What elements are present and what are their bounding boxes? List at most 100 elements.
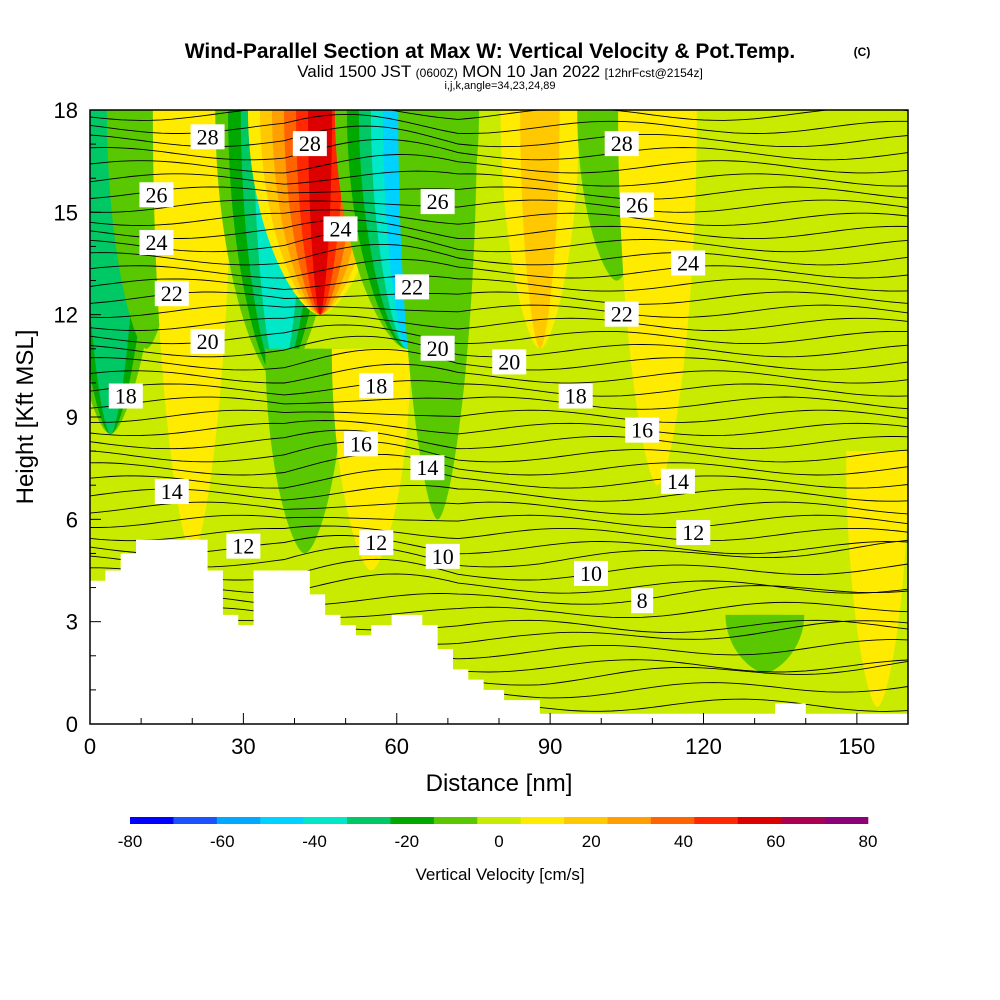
contour-label-box	[410, 455, 445, 481]
contour-label-text: 22	[401, 274, 423, 299]
contour-label: 24	[139, 230, 174, 256]
velocity-cell	[331, 348, 411, 571]
contour-label-text: 20	[427, 336, 449, 361]
isentrope-line	[90, 113, 908, 134]
contour-label-text: 26	[145, 182, 167, 207]
contour-label: 20	[492, 349, 527, 375]
contour-label: 12	[676, 519, 711, 545]
contour-label-text: 18	[565, 384, 587, 409]
colorbar-swatch	[824, 817, 869, 824]
y-axis-label: Height [Kft MSL]	[12, 330, 39, 505]
velocity-band	[308, 110, 333, 315]
chart-title: Wind-Parallel Section at Max W: Vertical…	[185, 40, 796, 63]
colorbar: -80 -60 -40 -20 0 20 40 60 80	[118, 817, 878, 851]
isentrope-line	[90, 230, 908, 253]
contour-label-text: 24	[145, 230, 167, 255]
colorbar-tick-label: 80	[859, 832, 878, 851]
isentrope-line	[90, 138, 908, 161]
contour-label-box	[343, 431, 378, 457]
contour-label-text: 16	[631, 418, 653, 443]
x-tick-label: 150	[839, 734, 876, 759]
contour-label-box	[631, 588, 654, 614]
contour-label-text: 14	[161, 479, 183, 504]
contour-label-box	[425, 543, 460, 569]
contour-label-text: 16	[350, 431, 372, 456]
velocity-cell	[265, 348, 345, 554]
contour-label-box	[190, 124, 225, 150]
contour-label: 18	[108, 383, 143, 409]
contour-label-text: 10	[580, 561, 602, 586]
colorbar-swatch	[477, 817, 522, 824]
colorbar-swatch	[347, 817, 391, 824]
contour-label-box	[660, 468, 695, 494]
isentrope-line	[90, 440, 908, 463]
contour-label-box	[420, 335, 455, 361]
isentrope-line	[90, 453, 908, 476]
contour-label-text: 28	[299, 131, 321, 156]
contour-label-box	[139, 182, 174, 208]
y-tick-label: 6	[66, 507, 78, 532]
pot-temp-contour-labels: 28 28 28 26 26 26 24 24 24 22 22 22 20 20 20 18 18 18 16 16…	[108, 124, 711, 614]
isentrope-line	[90, 539, 908, 568]
title-copyright-mark: (C)	[854, 45, 871, 59]
isentrope-line	[90, 501, 908, 515]
isentrope-line	[90, 125, 908, 148]
contour-label: 22	[604, 301, 639, 327]
x-tick-label: 120	[685, 734, 722, 759]
y-tick-label: 18	[54, 98, 78, 123]
contour-label: 10	[574, 560, 609, 586]
isentrope-line	[90, 314, 908, 331]
contour-label: 16	[343, 431, 378, 457]
contour-label-box	[671, 250, 706, 276]
isentrope-line	[90, 429, 908, 450]
contour-label-box	[676, 519, 711, 545]
contour-label-text: 14	[416, 455, 438, 480]
terrain	[90, 539, 908, 724]
contour-label-text: 22	[611, 302, 633, 327]
isentrope-line	[90, 525, 908, 542]
contour-label-box	[604, 301, 639, 327]
isentrope-line	[90, 219, 908, 240]
colorbar-swatch	[130, 817, 174, 824]
x-tick-label: 60	[385, 734, 409, 759]
y-tick-label: 12	[54, 303, 78, 328]
contour-label-box	[625, 417, 660, 443]
colorbar-swatch	[520, 817, 565, 824]
colorbar-swatch	[260, 817, 304, 824]
isentrope-line	[90, 186, 908, 200]
colorbar-swatch	[781, 817, 825, 824]
contour-label-box	[139, 230, 174, 256]
contour-label: 14	[154, 479, 189, 505]
contour-label-box	[154, 479, 189, 505]
colorbar-swatch	[216, 817, 261, 824]
isentrope-line	[90, 601, 908, 619]
contour-label-text: 12	[365, 530, 387, 555]
contour-label: 26	[620, 192, 655, 218]
contour-label-text: 28	[611, 131, 633, 156]
colorbar-swatch	[303, 817, 348, 824]
contour-label-box	[226, 533, 261, 559]
y-tick-label: 15	[54, 200, 78, 225]
velocity-cell	[500, 110, 580, 349]
contour-label-text: 18	[365, 373, 387, 398]
contour-label: 28	[292, 131, 327, 157]
velocity-band	[745, 614, 785, 673]
colorbar-swatch	[694, 817, 739, 824]
isentrope-line	[90, 380, 908, 397]
isentrope-line	[90, 396, 908, 410]
colorbar-swatch	[607, 817, 652, 824]
contour-label: 28	[190, 124, 225, 150]
contour-label-box	[292, 131, 327, 157]
contour-label-text: 8	[637, 588, 648, 613]
contour-label: 12	[226, 533, 261, 559]
contour-label-text: 12	[682, 520, 704, 545]
contour-label: 20	[420, 335, 455, 361]
y-tick-label: 9	[66, 405, 78, 430]
contour-label: 26	[139, 182, 174, 208]
x-tick-label: 30	[231, 734, 255, 759]
isentrope-line	[90, 110, 908, 121]
isentrope-line	[90, 199, 908, 213]
contour-label: 14	[660, 468, 695, 494]
contour-label-text: 22	[161, 281, 183, 306]
contour-label-box	[359, 373, 394, 399]
